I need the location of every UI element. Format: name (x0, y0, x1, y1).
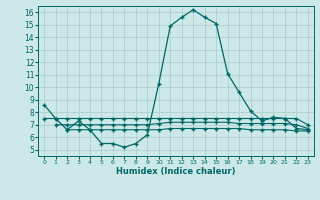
X-axis label: Humidex (Indice chaleur): Humidex (Indice chaleur) (116, 167, 236, 176)
